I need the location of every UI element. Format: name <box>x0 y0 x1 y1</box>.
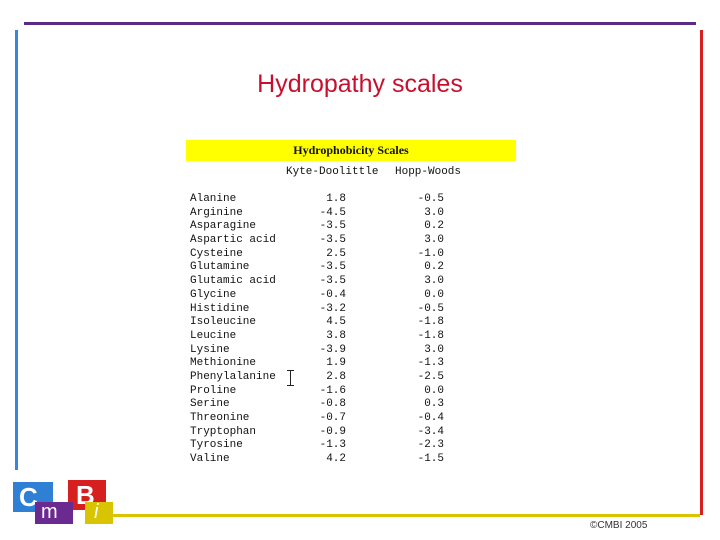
kyte-doolittle-value: 2.5 <box>326 247 346 260</box>
kyte-doolittle-value: 2.8 <box>326 370 346 383</box>
hopp-woods-value: -0.5 <box>417 302 444 315</box>
logo-i: i <box>85 502 113 524</box>
amino-acid-name: Lysine <box>190 343 230 356</box>
kyte-doolittle-value: 3.8 <box>326 329 346 342</box>
table-body: Alanine 1.8 -0.5 Arginine -4.5 3.0 Asparagine -… <box>186 193 516 467</box>
kyte-doolittle-value: -3.2 <box>319 302 346 315</box>
amino-acid-name: Glutamine <box>190 261 250 274</box>
amino-acid-name: Leucine <box>190 329 237 342</box>
table-row: Phenylalanine 2.8 -2.5 <box>186 371 516 385</box>
amino-acid-name: Valine <box>190 453 230 466</box>
hopp-woods-value: -2.3 <box>417 439 444 452</box>
hopp-woods-value: 0.2 <box>424 220 444 233</box>
hydrophobicity-table: Hydrophobicity Scales Kyte-Doolittle Hop… <box>186 140 516 475</box>
hopp-woods-value: -1.8 <box>417 329 444 342</box>
amino-acid-name: Phenylalanine <box>190 370 276 383</box>
table-row: Aspartic acid -3.5 3.0 <box>186 234 516 248</box>
amino-acid-name: Proline <box>190 384 237 397</box>
table-row: Asparagine -3.5 0.2 <box>186 220 516 234</box>
kyte-doolittle-value: -0.4 <box>319 288 346 301</box>
kyte-doolittle-value: -0.8 <box>319 398 346 411</box>
amino-acid-name: Isoleucine <box>190 316 257 329</box>
amino-acid-name: Serine <box>190 398 230 411</box>
table-caption: Hydrophobicity Scales <box>186 140 516 161</box>
table-row: Proline -1.6 0.0 <box>186 385 516 399</box>
table-row: Tryptophan -0.9 -3.4 <box>186 426 516 440</box>
table-row: Glycine -0.4 0.0 <box>186 289 516 303</box>
amino-acid-name: Methionine <box>190 357 257 370</box>
kyte-doolittle-value: -3.5 <box>319 234 346 247</box>
kyte-doolittle-value: 1.9 <box>326 357 346 370</box>
amino-acid-name: Glycine <box>190 288 237 301</box>
column-header-kyte-doolittle: Kyte-Doolittle <box>286 166 379 178</box>
bottom-rule <box>100 514 700 517</box>
amino-acid-name: Tyrosine <box>190 439 243 452</box>
hopp-woods-value: 0.3 <box>424 398 444 411</box>
left-rule <box>15 30 18 470</box>
cmbi-logo: C B m i <box>13 480 113 526</box>
hopp-woods-value: 0.0 <box>424 288 444 301</box>
amino-acid-name: Alanine <box>190 193 237 205</box>
logo-m: m <box>35 502 73 524</box>
table-row: Lysine -3.9 3.0 <box>186 344 516 358</box>
table-row: Histidine -3.2 -0.5 <box>186 303 516 317</box>
hopp-woods-value: 3.0 <box>424 234 444 247</box>
amino-acid-name: Threonine <box>190 412 250 424</box>
hopp-woods-value: 3.0 <box>424 275 444 288</box>
table-row: Methionine 1.9 -1.3 <box>186 357 516 371</box>
right-rule <box>700 30 703 515</box>
column-header-hopp-woods: Hopp-Woods <box>395 166 462 178</box>
amino-acid-name: Histidine <box>190 302 250 315</box>
kyte-doolittle-value: -3.9 <box>319 343 346 356</box>
table-row: Glutamic acid -3.5 3.0 <box>186 275 516 289</box>
footer-copyright: ©CMBI 2005 <box>590 520 648 531</box>
table-row: Threonine -0.7 -0.4 <box>186 412 516 426</box>
table-row: Arginine -4.5 3.0 <box>186 207 516 221</box>
top-rule <box>24 22 696 25</box>
hopp-woods-value: 3.0 <box>424 206 444 219</box>
slide-title: Hydropathy scales <box>257 70 463 98</box>
kyte-doolittle-value: -3.5 <box>319 275 346 288</box>
amino-acid-name: Glutamic acid <box>190 275 276 288</box>
table-row: Serine -0.8 0.3 <box>186 398 516 412</box>
hopp-woods-value: -0.4 <box>417 412 444 424</box>
hopp-woods-value: -0.5 <box>417 193 444 205</box>
table-row: Isoleucine 4.5 -1.8 <box>186 316 516 330</box>
hopp-woods-value: 3.0 <box>424 343 444 356</box>
hopp-woods-value: 0.0 <box>424 384 444 397</box>
hopp-woods-value: -1.0 <box>417 247 444 260</box>
kyte-doolittle-value: -0.7 <box>319 412 346 424</box>
kyte-doolittle-value: -4.5 <box>319 206 346 219</box>
kyte-doolittle-value: 4.5 <box>326 316 346 329</box>
table-row: Alanine 1.8 -0.5 <box>186 193 516 207</box>
hopp-woods-value: -2.5 <box>417 370 444 383</box>
table-row: Leucine 3.8 -1.8 <box>186 330 516 344</box>
text-cursor-icon <box>287 370 294 386</box>
amino-acid-name: Tryptophan <box>190 425 257 438</box>
amino-acid-name: Arginine <box>190 206 243 219</box>
kyte-doolittle-value: 1.8 <box>326 193 346 205</box>
hopp-woods-value: 0.2 <box>424 261 444 274</box>
kyte-doolittle-value: -3.5 <box>319 220 346 233</box>
amino-acid-name: Asparagine <box>190 220 257 233</box>
amino-acid-name: Aspartic acid <box>190 234 276 247</box>
table-row: Tyrosine -1.3 -2.3 <box>186 439 516 453</box>
kyte-doolittle-value: -1.6 <box>319 384 346 397</box>
kyte-doolittle-value: -0.9 <box>319 425 346 438</box>
hopp-woods-value: -3.4 <box>417 425 444 438</box>
amino-acid-name: Cysteine <box>190 247 243 260</box>
kyte-doolittle-value: 4.2 <box>326 453 346 466</box>
kyte-doolittle-value: -3.5 <box>319 261 346 274</box>
hopp-woods-value: -1.5 <box>417 453 444 466</box>
hopp-woods-value: -1.3 <box>417 357 444 370</box>
table-row: Glutamine -3.5 0.2 <box>186 261 516 275</box>
hopp-woods-value: -1.8 <box>417 316 444 329</box>
table-row: Cysteine 2.5 -1.0 <box>186 248 516 262</box>
kyte-doolittle-value: -1.3 <box>319 439 346 452</box>
table-row: Valine 4.2 -1.5 <box>186 453 516 467</box>
